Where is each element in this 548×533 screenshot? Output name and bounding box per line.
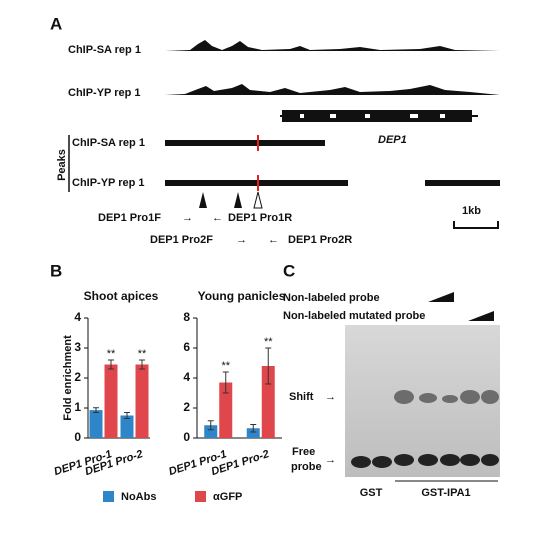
lane-label: GST	[360, 487, 383, 499]
significance: **	[221, 360, 230, 372]
track-label: ChIP-YP rep 1	[68, 87, 141, 99]
y-tick-label: 0	[74, 430, 81, 444]
arrow: →	[325, 391, 336, 403]
scale-label: 1kb	[462, 205, 481, 217]
y-tick-label: 2	[183, 400, 190, 414]
site	[257, 135, 259, 151]
legend-label: αGFP	[213, 491, 242, 503]
legend-swatch	[195, 491, 206, 502]
primer-position	[199, 192, 242, 208]
error-bar	[222, 371, 229, 394]
error-bar	[250, 424, 257, 433]
peaks-label: Peaks	[56, 149, 68, 181]
y-tick-label: 4	[74, 310, 81, 324]
chart-title: Shoot apices	[84, 289, 159, 303]
track-label: ChIP-SA rep 1	[68, 44, 141, 56]
peak	[165, 140, 325, 146]
shift-label: Shift	[289, 391, 314, 403]
lane-label: GST-IPA1	[421, 487, 470, 499]
bar	[120, 415, 134, 438]
free-label: probe	[291, 461, 322, 473]
panel-label: C	[283, 261, 295, 280]
error-bar	[265, 347, 272, 385]
competitor-label: Non-labeled mutated probe	[283, 310, 425, 322]
arrow: →	[182, 212, 193, 224]
y-tick-label: 1	[74, 400, 81, 414]
bar	[104, 364, 118, 438]
gene-model	[282, 110, 472, 122]
significance: **	[138, 348, 147, 360]
significance: **	[264, 336, 273, 348]
legend-swatch	[103, 491, 114, 502]
error-bar	[108, 359, 114, 370]
bar	[204, 425, 218, 438]
bar	[261, 366, 275, 438]
wedge	[468, 311, 494, 321]
legend-label: NoAbs	[121, 491, 156, 503]
primer: DEP1 Pro2F	[150, 234, 213, 246]
shift-bands	[394, 390, 499, 404]
peak	[165, 180, 348, 186]
peak-track-label: ChIP-SA rep 1	[72, 137, 145, 149]
primer: DEP1 Pro1R	[228, 212, 292, 224]
y-tick-label: 0	[183, 430, 190, 444]
competitor-label: Non-labeled probe	[283, 292, 380, 304]
chip-track	[165, 40, 500, 51]
y-tick-label: 2	[74, 370, 81, 384]
primer: DEP1 Pro1F	[98, 212, 161, 224]
y-tick-label: 3	[74, 340, 81, 354]
gene-name: DEP1	[378, 134, 407, 146]
error-bar	[93, 407, 99, 413]
arrow: →	[236, 234, 247, 246]
bar	[246, 428, 260, 438]
error-bar	[139, 359, 145, 370]
error-bar	[207, 420, 214, 431]
arrow: ←	[212, 212, 223, 224]
peak	[425, 180, 500, 186]
error-bar	[124, 412, 130, 419]
gel-bands	[351, 454, 499, 468]
free-label: Free	[292, 446, 315, 458]
chart-title: Young panicles	[198, 289, 286, 303]
y-tick-label: 8	[183, 310, 190, 324]
bar	[89, 410, 103, 438]
gene-introns	[300, 114, 445, 118]
arrow: →	[325, 454, 336, 466]
significance: **	[107, 348, 116, 360]
bar	[135, 364, 149, 438]
site	[257, 175, 259, 191]
y-axis-title: Fold enrichment	[62, 335, 74, 421]
bar	[219, 382, 233, 438]
site-position	[253, 191, 263, 209]
scale-bar	[453, 221, 499, 229]
arrow: ←	[268, 234, 279, 246]
panel-label: B	[50, 261, 62, 280]
peak-track-label: ChIP-YP rep 1	[72, 177, 145, 189]
y-tick-label: 6	[183, 340, 190, 354]
wedge	[428, 292, 454, 302]
y-tick-label: 4	[183, 370, 190, 384]
primer: DEP1 Pro2R	[288, 234, 352, 246]
chip-track	[165, 84, 500, 95]
panel-label: A	[50, 14, 62, 33]
